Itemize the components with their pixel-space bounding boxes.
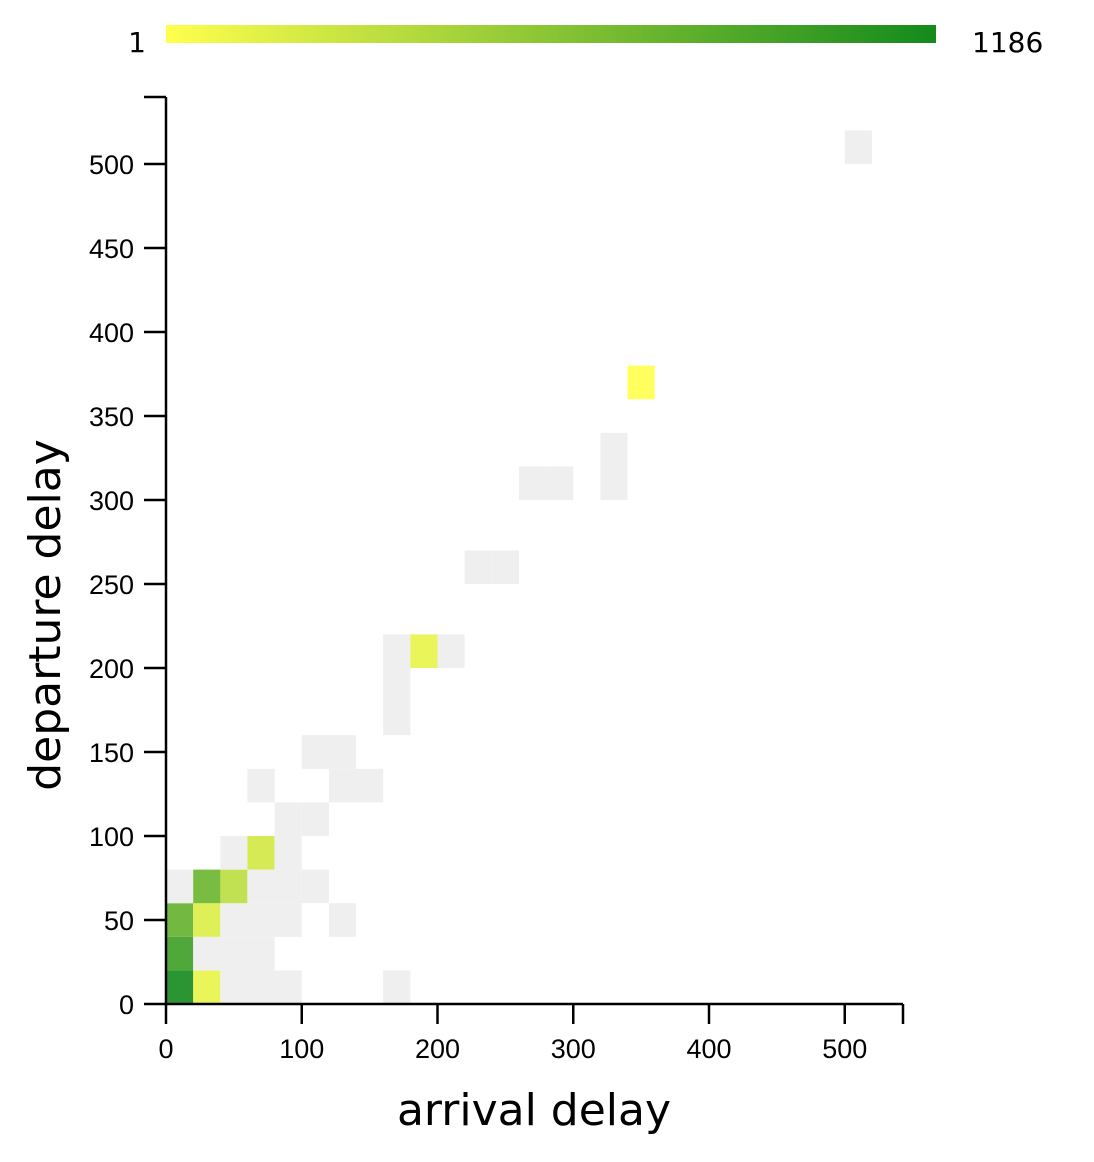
heatmap-cell	[274, 970, 302, 1004]
heatmap-cell	[193, 869, 221, 904]
x-axis-title: arrival delay	[397, 1085, 671, 1136]
legend-gradient-bar	[166, 25, 936, 43]
heatmap-cell	[166, 869, 194, 904]
heatmap-cell	[274, 836, 302, 870]
x-tick-label: 100	[279, 1034, 324, 1064]
heatmap-cell	[166, 936, 194, 971]
heatmap-cell	[328, 735, 356, 769]
heatmap-cell	[220, 836, 248, 870]
heatmap-cell	[220, 869, 248, 904]
x-tick-label: 200	[415, 1034, 460, 1064]
heatmap-cell	[193, 936, 221, 971]
x-axis: 0 100 200 300 400 500	[158, 1002, 905, 1064]
heatmap-cell	[220, 970, 248, 1004]
y-tick-label: 100	[89, 822, 134, 852]
heatmap-cell	[301, 735, 329, 769]
legend-min-label: 1	[128, 26, 146, 59]
heatmap-cell	[356, 768, 384, 803]
heatmap-cell	[247, 936, 275, 971]
y-axis: 0 50 100 150 200 250 300 350 400 450 500	[89, 95, 168, 1020]
heatmap-cell	[247, 970, 275, 1004]
heatmap-cell	[383, 701, 411, 736]
heatmap-cell	[519, 466, 547, 500]
heatmap-cell	[328, 768, 356, 803]
heatmap-cell	[247, 869, 275, 904]
heatmap-cell	[247, 768, 275, 803]
heatmap-cell	[627, 365, 655, 400]
heatmap-cell	[301, 869, 329, 904]
color-legend: 1 1186	[128, 25, 1043, 59]
y-tick-label: 300	[89, 486, 134, 516]
heatmap-cell	[166, 970, 194, 1004]
heatmap-cell	[193, 970, 221, 1004]
heatmap-cells	[166, 130, 872, 1004]
heatmap-cell	[464, 550, 492, 584]
heatmap-cell	[220, 936, 248, 971]
heatmap-cell	[383, 668, 411, 702]
y-tick-label: 500	[89, 150, 134, 180]
y-tick-label: 350	[89, 402, 134, 432]
y-tick-label: 450	[89, 234, 134, 264]
x-tick-label: 300	[551, 1034, 596, 1064]
heatmap-cell	[600, 432, 628, 467]
legend-max-label: 1186	[972, 26, 1043, 59]
heatmap-cell	[193, 903, 221, 937]
heatmap-cell	[274, 869, 302, 904]
heatmap-cell	[600, 466, 628, 500]
heatmap-cell	[247, 903, 275, 937]
x-tick-label: 400	[686, 1034, 731, 1064]
heatmap-cell	[437, 634, 465, 668]
heatmap-cell	[546, 466, 574, 500]
heatmap-cell	[410, 634, 438, 668]
heatmap-cell	[274, 802, 302, 836]
heatmap-cell	[491, 550, 519, 584]
x-tick-label: 0	[158, 1034, 173, 1064]
y-tick-label: 0	[119, 990, 134, 1020]
y-tick-label: 250	[89, 570, 134, 600]
y-tick-label: 200	[89, 654, 134, 684]
heatmap-cell	[301, 802, 329, 836]
y-tick-label: 50	[104, 906, 134, 936]
y-tick-label: 150	[89, 738, 134, 768]
heatmap-cell	[247, 836, 275, 870]
heatmap-cell	[220, 903, 248, 937]
y-axis-title: departure delay	[20, 439, 71, 791]
y-tick-label: 400	[89, 318, 134, 348]
heatmap-cell	[844, 130, 872, 164]
heatmap-cell	[274, 903, 302, 937]
heatmap-cell	[166, 903, 194, 937]
heatmap-cell	[383, 634, 411, 668]
heatmap-cell	[383, 970, 411, 1004]
heatmap-cell	[328, 903, 356, 937]
x-tick-label: 500	[822, 1034, 867, 1064]
